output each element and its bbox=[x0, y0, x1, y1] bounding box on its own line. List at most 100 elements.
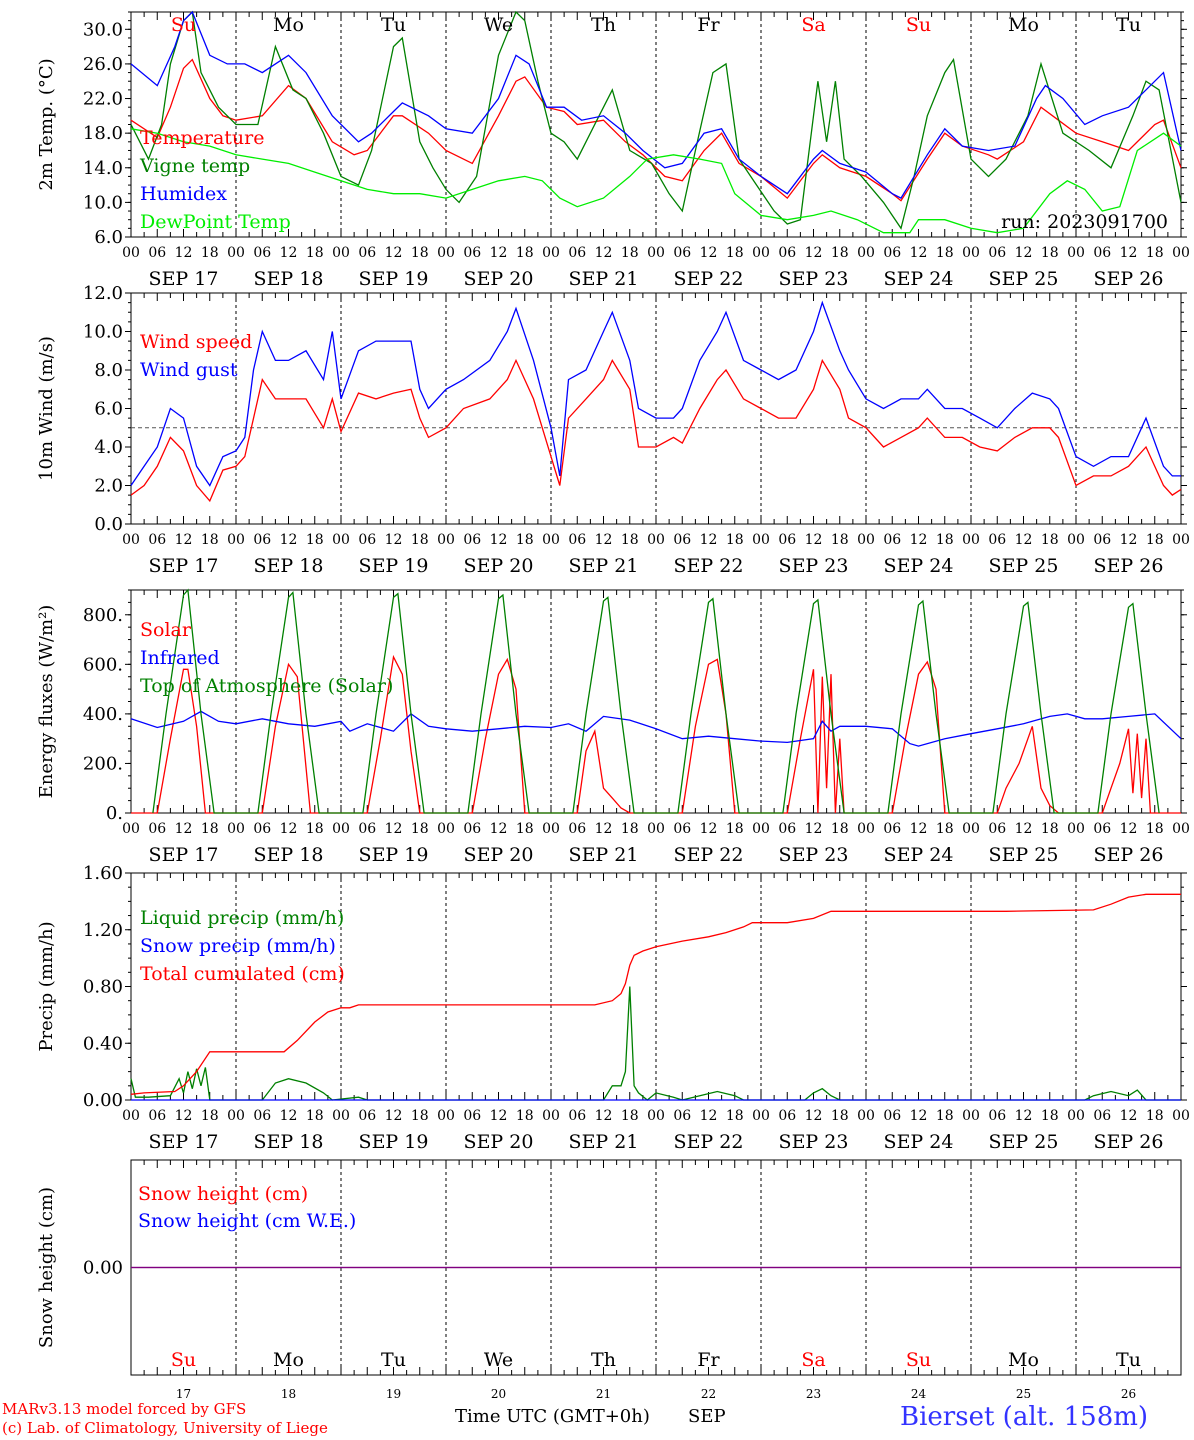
x-date-label: SEP 21 bbox=[569, 1131, 639, 1153]
x-hour-label: 12 bbox=[1120, 821, 1138, 837]
x-hour-label: 06 bbox=[883, 1108, 901, 1124]
x-hour-label: 18 bbox=[726, 821, 744, 837]
model-credit: MARv3.13 model forced by GFS bbox=[2, 1400, 247, 1418]
x-hour-label: 18 bbox=[726, 532, 744, 548]
x-hour-label: 06 bbox=[988, 1108, 1006, 1124]
y-tick-label: 0.00 bbox=[83, 1090, 123, 1111]
x-hour-label: 12 bbox=[385, 1108, 403, 1124]
day-number-label: 26 bbox=[1121, 1387, 1136, 1401]
x-hour-label: 18 bbox=[411, 821, 429, 837]
x-hour-label: 18 bbox=[516, 1108, 534, 1124]
y-tick-label: 26.0 bbox=[83, 54, 123, 75]
x-hour-label: 00 bbox=[1172, 245, 1190, 261]
x-hour-label: 12 bbox=[175, 1108, 193, 1124]
x-hour-label: 00 bbox=[1067, 821, 1085, 837]
weekday-label: We bbox=[484, 1349, 513, 1371]
x-date-label: SEP 20 bbox=[464, 844, 534, 866]
x-date-label: SEP 20 bbox=[464, 1131, 534, 1153]
x-hour-label: 06 bbox=[778, 1108, 796, 1124]
x-hour-label: 00 bbox=[437, 532, 455, 548]
x-hour-label: 06 bbox=[1093, 1108, 1111, 1124]
x-date-label: SEP 22 bbox=[674, 268, 744, 290]
day-number-label: 19 bbox=[386, 1387, 401, 1401]
y-tick-label: 6.0 bbox=[94, 399, 123, 420]
x-hour-label: 18 bbox=[936, 532, 954, 548]
x-date-label: SEP 18 bbox=[254, 1131, 324, 1153]
x-hour-label: 06 bbox=[253, 821, 271, 837]
x-hour-label: 06 bbox=[463, 1108, 481, 1124]
x-hour-label: 06 bbox=[358, 245, 376, 261]
x-date-label: SEP 25 bbox=[989, 268, 1059, 290]
x-date-label: SEP 19 bbox=[359, 555, 429, 577]
x-hour-label: 06 bbox=[568, 532, 586, 548]
series-line bbox=[130, 358, 1182, 503]
x-hour-label: 18 bbox=[201, 821, 219, 837]
x-hour-label: 18 bbox=[306, 245, 324, 261]
x-hour-label: 00 bbox=[752, 1108, 770, 1124]
weekday-label: Th bbox=[591, 1349, 616, 1371]
x-date-label: SEP 23 bbox=[779, 844, 849, 866]
x-hour-label: 12 bbox=[805, 532, 823, 548]
x-date-label: SEP 25 bbox=[989, 1131, 1059, 1153]
x-hour-label: 12 bbox=[280, 1108, 298, 1124]
legend-label: Infrared bbox=[140, 647, 220, 669]
x-hour-label: 00 bbox=[122, 532, 140, 548]
y-axis-label: 2m Temp. (°C) bbox=[36, 58, 57, 190]
x-hour-label: 12 bbox=[595, 245, 613, 261]
x-date-label: SEP 23 bbox=[779, 268, 849, 290]
day-number-label: 20 bbox=[491, 1387, 506, 1401]
weekday-label: Mo bbox=[1008, 14, 1039, 36]
x-hour-label: 12 bbox=[1120, 1108, 1138, 1124]
x-hour-label: 00 bbox=[752, 532, 770, 548]
x-hour-label: 00 bbox=[227, 532, 245, 548]
x-hour-label: 18 bbox=[516, 821, 534, 837]
x-hour-label: 18 bbox=[411, 1108, 429, 1124]
legend-label: Wind gust bbox=[140, 359, 238, 381]
x-hour-label: 18 bbox=[936, 821, 954, 837]
day-number-label: 25 bbox=[1016, 1387, 1031, 1401]
x-hour-label: 06 bbox=[148, 245, 166, 261]
y-tick-label: 18.0 bbox=[83, 123, 123, 144]
panel-3: 800. 600. 400. 200. 0. Energy fluxes (W/m²) So… bbox=[36, 588, 1190, 866]
y-tick-label: 1.60 bbox=[83, 863, 123, 884]
x-date-label: SEP 21 bbox=[569, 268, 639, 290]
x-date-label: SEP 17 bbox=[149, 268, 219, 290]
weekday-label: Su bbox=[171, 14, 196, 36]
x-date-label: SEP 18 bbox=[254, 844, 324, 866]
x-hour-label: 18 bbox=[831, 532, 849, 548]
day-number-label: 22 bbox=[701, 1387, 716, 1401]
x-hour-label: 12 bbox=[700, 1108, 718, 1124]
x-date-label: SEP 26 bbox=[1094, 1131, 1164, 1153]
x-hour-label: 12 bbox=[805, 1108, 823, 1124]
x-hour-label: 12 bbox=[490, 245, 508, 261]
y-tick-label: 10.0 bbox=[83, 192, 123, 213]
weekday-label: Fr bbox=[697, 1349, 720, 1371]
series-line bbox=[130, 710, 1182, 747]
x-hour-label: 12 bbox=[1015, 245, 1033, 261]
x-date-label: SEP 26 bbox=[1094, 268, 1164, 290]
y-tick-label: 0.80 bbox=[83, 977, 123, 998]
plot-frame bbox=[130, 589, 1182, 814]
y-tick-label: 6.0 bbox=[94, 227, 123, 248]
y-tick-label: 200. bbox=[83, 753, 123, 774]
y-tick-label: 600. bbox=[83, 654, 123, 675]
x-date-label: SEP 21 bbox=[569, 844, 639, 866]
x-date-label: SEP 22 bbox=[674, 555, 744, 577]
x-hour-label: 00 bbox=[227, 1108, 245, 1124]
x-hour-label: 00 bbox=[752, 821, 770, 837]
x-hour-label: 12 bbox=[595, 1108, 613, 1124]
x-date-label: SEP 24 bbox=[884, 844, 954, 866]
x-hour-label: 12 bbox=[280, 245, 298, 261]
x-hour-label: 00 bbox=[647, 821, 665, 837]
x-hour-label: 00 bbox=[542, 245, 560, 261]
x-hour-label: 18 bbox=[1041, 532, 1059, 548]
x-hour-label: 18 bbox=[306, 821, 324, 837]
weekday-label: Sa bbox=[801, 14, 825, 36]
legend-label: Humidex bbox=[140, 183, 227, 205]
x-date-label: SEP 26 bbox=[1094, 844, 1164, 866]
x-date-label: SEP 18 bbox=[254, 268, 324, 290]
x-date-label: SEP 20 bbox=[464, 555, 534, 577]
x-hour-label: 18 bbox=[831, 245, 849, 261]
x-hour-label: 18 bbox=[1146, 245, 1164, 261]
